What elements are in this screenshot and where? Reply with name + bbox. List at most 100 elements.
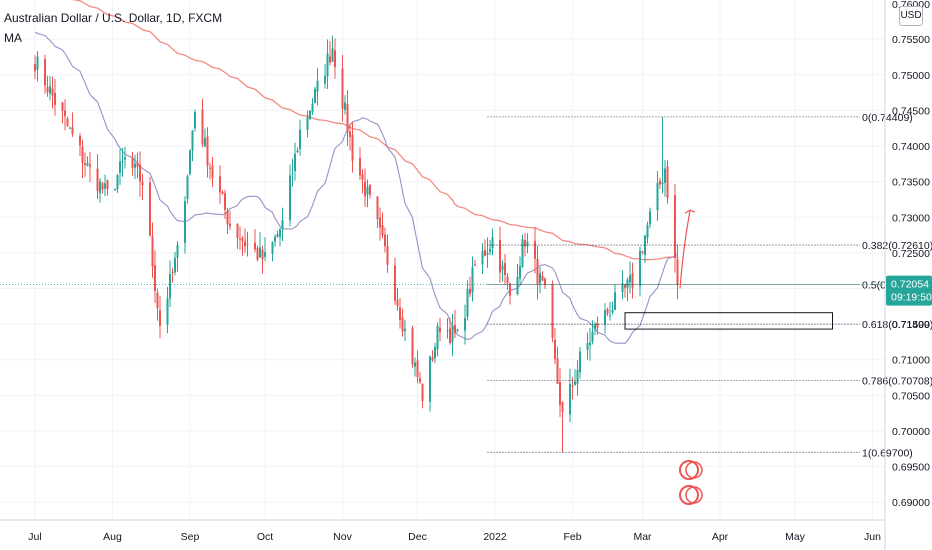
candle-body (664, 168, 666, 183)
candle-body (329, 56, 331, 63)
candle-body (341, 68, 344, 109)
candle-body (631, 273, 634, 288)
price-tag-price: 0.72054 (891, 279, 929, 291)
candle-body (399, 307, 401, 320)
x-tick-label: 2022 (483, 531, 507, 543)
candle-body (324, 75, 326, 84)
candle-body (244, 241, 246, 247)
candle-body (114, 188, 116, 191)
candle-body (644, 235, 646, 255)
candle-body (569, 384, 571, 415)
event-icon (679, 460, 699, 480)
candle-body (364, 181, 366, 197)
candle-body (346, 103, 349, 133)
candle-body (201, 109, 204, 145)
x-tick-label: Sep (181, 531, 200, 543)
candle-body (466, 289, 469, 317)
candle-body (239, 238, 241, 240)
candle-body (224, 193, 226, 210)
candle-body (666, 166, 669, 199)
candle-body (574, 381, 576, 386)
y-tick-label: 0.73500 (892, 177, 930, 189)
candle-body (299, 129, 301, 150)
candle-body (609, 315, 611, 317)
candle-body (519, 265, 521, 279)
candle-body (589, 342, 591, 346)
y-tick-label-top: 0.76000 (892, 0, 930, 11)
y-tick-label: 0.72500 (892, 248, 930, 260)
candle-body (189, 149, 191, 174)
fib-level-label: 1(0.69700) (862, 447, 913, 459)
candle-body (434, 347, 436, 359)
candle-body (626, 279, 629, 289)
candle-body (579, 351, 581, 373)
candle-body (124, 157, 126, 160)
candle-body (556, 358, 559, 384)
candle-body (541, 275, 544, 281)
candle-body (351, 135, 354, 161)
y-tick-label: 0.74000 (892, 141, 930, 153)
x-tick-label: Mar (633, 531, 652, 543)
x-tick-label: Apr (712, 531, 729, 543)
candle-body (71, 127, 74, 134)
candle-body (359, 158, 361, 176)
y-tick-label: 0.71500 (892, 319, 930, 331)
candle-body (316, 80, 319, 92)
y-tick-label: 0.69500 (892, 462, 930, 474)
candle-body (414, 362, 416, 367)
candle-body (121, 161, 124, 163)
candle-body (46, 87, 49, 93)
candle-body (641, 250, 644, 253)
annotations[interactable] (624, 209, 833, 505)
candle-body (394, 265, 396, 301)
indicator-label[interactable]: MA (4, 31, 22, 45)
candle-body (401, 317, 404, 332)
demand-zone-box (624, 312, 833, 330)
price-tag-box (886, 275, 932, 306)
fib-level-label: 0(0.74409) (862, 112, 913, 124)
candle-body (431, 357, 434, 361)
candle-body (361, 174, 364, 180)
candle-body (211, 165, 214, 178)
candle-body (621, 283, 624, 293)
candle-body (219, 176, 221, 193)
currency-badge[interactable]: USD (899, 6, 923, 26)
candle-body (674, 195, 676, 258)
candle-body (639, 250, 641, 286)
candle-body (369, 185, 371, 195)
candle-body (254, 242, 256, 250)
y-tick-label: 0.75500 (892, 34, 930, 46)
candle-body (289, 175, 291, 221)
candle-body (156, 292, 159, 309)
ma-slow-line (72, 0, 678, 261)
candle-body (536, 258, 539, 285)
candle-body (174, 258, 176, 273)
candle-body (499, 239, 501, 273)
candle-body (464, 318, 466, 331)
candle-body (366, 186, 369, 195)
candle-body (209, 167, 211, 169)
candle-body (404, 328, 406, 332)
candle-body (474, 264, 476, 266)
candle-body (259, 247, 261, 258)
candle-body (614, 292, 616, 310)
candle-body (411, 328, 414, 365)
x-tick-label: Aug (103, 531, 122, 543)
candle-body (96, 168, 99, 192)
candle-body (61, 102, 64, 112)
arrow-head-icon (684, 209, 696, 214)
candle-body (279, 229, 281, 237)
candle-body (236, 224, 239, 239)
candle-body (276, 234, 279, 237)
price-tag-countdown: 09:19:50 (891, 292, 932, 304)
candle-body (334, 50, 336, 68)
candle-body (169, 274, 171, 299)
candle-body (306, 116, 309, 130)
candle-body (84, 163, 86, 165)
candle-body (99, 181, 101, 194)
candle-body (44, 59, 46, 86)
fib-level-label: 0.786(0.70708) (862, 376, 932, 388)
candle-body (176, 244, 179, 258)
